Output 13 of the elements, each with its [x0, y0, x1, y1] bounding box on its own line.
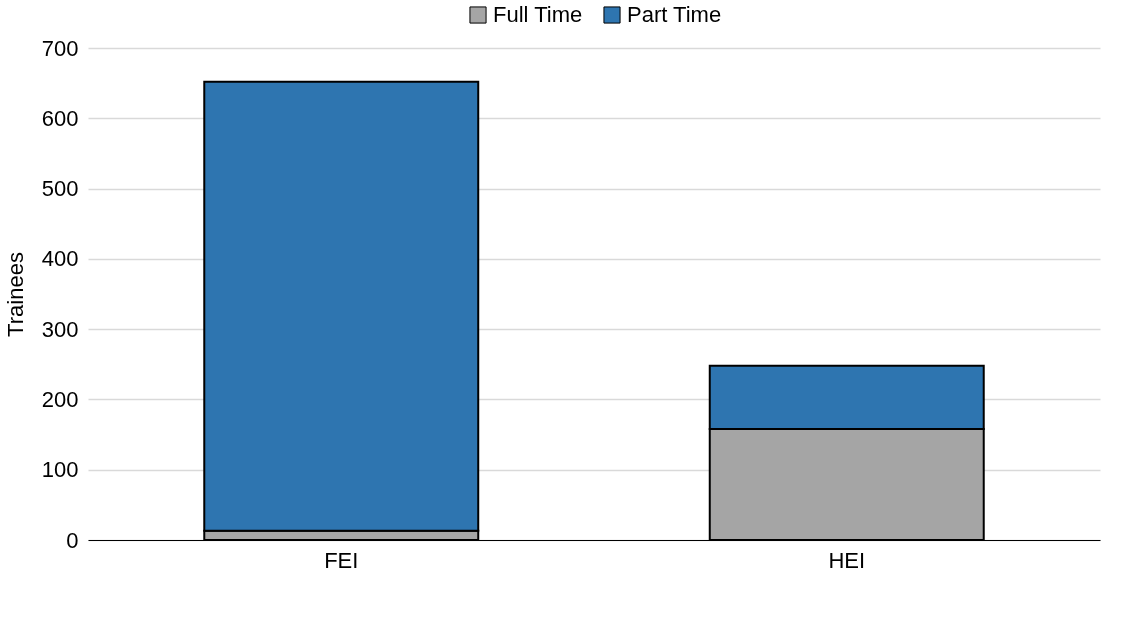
y-tick-label: 200 — [41, 386, 79, 412]
y-tick-label: 0 — [66, 527, 79, 553]
y-tick-label: 100 — [41, 457, 79, 483]
x-tick-label: HEI — [828, 547, 866, 573]
legend-label: Full Time — [493, 2, 583, 27]
y-axis-title: Trainees — [2, 252, 28, 337]
y-tick-label: 700 — [41, 35, 79, 61]
y-tick-label: 400 — [41, 246, 79, 272]
x-tick-label: FEI — [324, 547, 359, 573]
y-tick-label: 600 — [41, 105, 79, 131]
y-tick-label: 500 — [41, 176, 79, 202]
y-tick-label: 300 — [41, 316, 79, 342]
legend-label: Part Time — [627, 2, 722, 27]
